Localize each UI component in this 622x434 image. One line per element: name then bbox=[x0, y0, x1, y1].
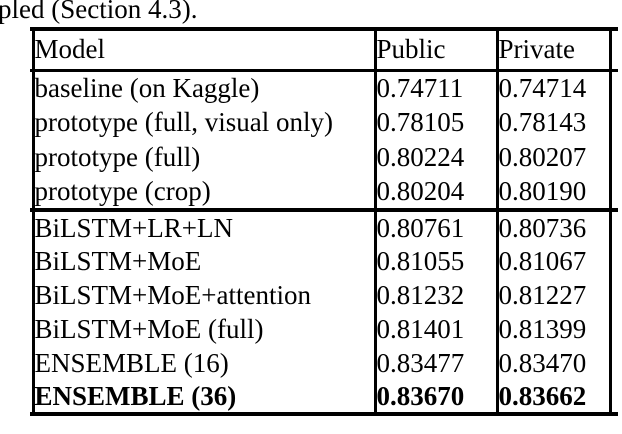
table-row: BiLSTM+MoE (full) 0.81401 0.81399 bbox=[30, 312, 618, 346]
model-cell: BiLSTM+MoE+attention bbox=[31, 278, 375, 312]
table-row: BiLSTM+LR+LN 0.80761 0.80736 bbox=[30, 210, 618, 244]
column-header-private: Private bbox=[495, 29, 612, 70]
table-row: baseline (on Kaggle) 0.74711 0.74714 bbox=[30, 70, 618, 105]
private-score-cell: 0.74714 bbox=[495, 70, 612, 105]
rule-overhang-right bbox=[610, 312, 618, 346]
model-cell: BiLSTM+MoE (full) bbox=[31, 312, 375, 346]
table-row: BiLSTM+MoE+attention 0.81232 0.81227 bbox=[30, 278, 618, 312]
public-score-cell: 0.81232 bbox=[373, 278, 497, 312]
public-score-cell: 0.78105 bbox=[373, 105, 497, 140]
model-cell: BiLSTM+MoE bbox=[31, 244, 375, 278]
rule-overhang-right bbox=[610, 140, 618, 175]
rule-overhang-right bbox=[610, 29, 618, 70]
public-score-cell: 0.80761 bbox=[373, 210, 497, 244]
table-row: ENSEMBLE (36) 0.83670 0.83662 bbox=[30, 380, 618, 414]
model-cell: ENSEMBLE (16) bbox=[31, 346, 375, 380]
table-section-1: baseline (on Kaggle) 0.74711 0.74714 protot… bbox=[30, 70, 618, 210]
rule-overhang-right bbox=[610, 278, 618, 312]
rule-overhang-right bbox=[610, 380, 618, 414]
public-score-cell: 0.83477 bbox=[373, 346, 497, 380]
table-row: BiLSTM+MoE 0.81055 0.81067 bbox=[30, 244, 618, 278]
model-cell: prototype (crop) bbox=[31, 175, 375, 210]
public-score-cell: 0.74711 bbox=[373, 70, 497, 105]
header-row: Model Public Private bbox=[30, 29, 618, 70]
caption-text-fragment: pled (Section 4.3). bbox=[0, 0, 198, 24]
public-score-cell: 0.80204 bbox=[373, 175, 497, 210]
model-cell: BiLSTM+LR+LN bbox=[31, 210, 375, 244]
public-score-cell: 0.81401 bbox=[373, 312, 497, 346]
model-cell: ENSEMBLE (36) bbox=[31, 380, 375, 414]
table-row: ENSEMBLE (16) 0.83477 0.83470 bbox=[30, 346, 618, 380]
table-section-2: BiLSTM+LR+LN 0.80761 0.80736 BiLSTM+MoE 0.81… bbox=[30, 210, 618, 414]
rule-overhang-right bbox=[610, 105, 618, 140]
table-row: prototype (full, visual only) 0.78105 0.78… bbox=[30, 105, 618, 140]
column-header-public: Public bbox=[373, 29, 497, 70]
private-score-cell: 0.83662 bbox=[495, 380, 612, 414]
rule-overhang-right bbox=[610, 244, 618, 278]
table-row: prototype (crop) 0.80204 0.80190 bbox=[30, 175, 618, 210]
table-header: Model Public Private bbox=[30, 29, 618, 70]
model-cell: prototype (full) bbox=[31, 140, 375, 175]
model-cell: baseline (on Kaggle) bbox=[31, 70, 375, 105]
public-score-cell: 0.80224 bbox=[373, 140, 497, 175]
private-score-cell: 0.81067 bbox=[495, 244, 612, 278]
column-header-model: Model bbox=[31, 29, 375, 70]
private-score-cell: 0.81227 bbox=[495, 278, 612, 312]
private-score-cell: 0.83470 bbox=[495, 346, 612, 380]
private-score-cell: 0.80736 bbox=[495, 210, 612, 244]
rule-overhang-right bbox=[610, 210, 618, 244]
private-score-cell: 0.78143 bbox=[495, 105, 612, 140]
public-score-cell: 0.81055 bbox=[373, 244, 497, 278]
rule-overhang-right bbox=[610, 175, 618, 210]
table-row: prototype (full) 0.80224 0.80207 bbox=[30, 140, 618, 175]
rule-overhang-right bbox=[610, 346, 618, 380]
private-score-cell: 0.80190 bbox=[495, 175, 612, 210]
private-score-cell: 0.80207 bbox=[495, 140, 612, 175]
public-score-cell: 0.83670 bbox=[373, 380, 497, 414]
rule-overhang-right bbox=[610, 70, 618, 105]
model-cell: prototype (full, visual only) bbox=[31, 105, 375, 140]
private-score-cell: 0.81399 bbox=[495, 312, 612, 346]
results-table: Model Public Private baseline (on Kaggle… bbox=[30, 27, 618, 416]
